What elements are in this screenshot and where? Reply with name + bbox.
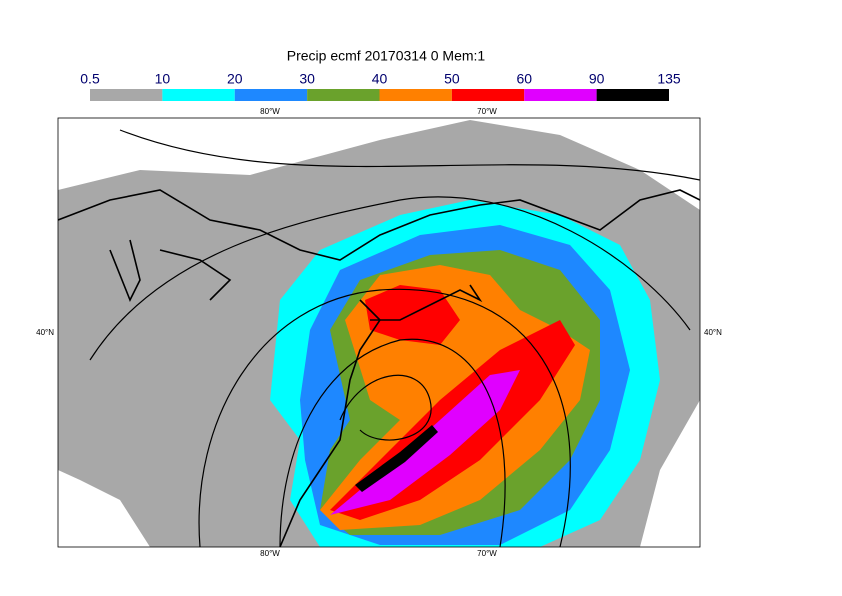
colorbar: 0.5 10 20 30 40 50 60 90 135 bbox=[80, 71, 681, 101]
lon-label: 80°W bbox=[260, 107, 280, 116]
lat-label: 40°N bbox=[36, 328, 54, 337]
colorbar-label: 60 bbox=[516, 71, 532, 87]
colorbar-label: 40 bbox=[372, 71, 388, 87]
map-frame bbox=[57, 117, 701, 548]
isobar bbox=[89, 129, 700, 547]
lat-label: 40°N bbox=[704, 328, 722, 337]
lon-label: 70°W bbox=[477, 549, 497, 558]
colorbar-box bbox=[524, 89, 597, 101]
lon-label: 80°W bbox=[260, 549, 280, 558]
colorbar-label: 0.5 bbox=[80, 71, 100, 87]
colorbar-box bbox=[162, 89, 235, 101]
map bbox=[58, 118, 700, 547]
colorbar-box bbox=[596, 89, 669, 101]
colorbar-box bbox=[90, 89, 163, 101]
colorbar-label: 135 bbox=[657, 71, 681, 87]
precip-area bbox=[355, 425, 438, 492]
colorbar-label: 30 bbox=[299, 71, 315, 87]
colorbar-box bbox=[234, 89, 308, 101]
colorbar-label: 50 bbox=[444, 71, 460, 87]
lon-label: 70°W bbox=[477, 107, 497, 116]
colorbar-label: 20 bbox=[227, 71, 243, 87]
colorbar-label: 10 bbox=[155, 71, 171, 87]
colorbar-label: 90 bbox=[589, 71, 605, 87]
colorbar-box bbox=[379, 89, 452, 101]
title: Precip ecmf 20170314 0 Mem:1 bbox=[287, 48, 486, 64]
colorbar-box bbox=[307, 89, 380, 101]
colorbar-box bbox=[451, 89, 525, 101]
